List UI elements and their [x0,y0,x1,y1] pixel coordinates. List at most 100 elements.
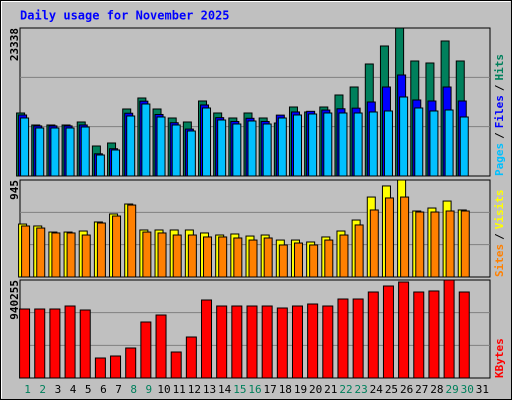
bar [337,298,349,379]
x-tick-label: 19 [294,383,307,396]
x-tick-label: 26 [400,383,413,396]
y-tick-label: 23338 [8,28,21,61]
bar [35,127,45,177]
x-tick-label: 10 [157,383,170,396]
bar [49,308,61,379]
bar [398,281,410,379]
bar [414,107,424,177]
bar [458,291,470,379]
bar [277,117,287,177]
bar [172,234,182,278]
bar [368,111,378,177]
bar [65,127,75,177]
bar [278,244,288,278]
bar [50,127,60,177]
x-tick-label: 18 [279,383,292,396]
bar [19,308,31,379]
x-tick-label: 22 [339,383,352,396]
legend-entry: Pages [493,143,506,176]
bar [400,196,410,278]
bar [96,222,106,278]
bar [203,236,213,278]
bar [126,115,136,177]
x-tick-label: 23 [355,383,368,396]
chart-title: Daily usage for November 2025 [20,9,230,23]
legend-entry: Hits [493,54,506,81]
legend-entry: Files [493,95,506,128]
bar [216,305,228,379]
bar [232,123,242,177]
y-tick-label: 945 [8,180,21,200]
legend: Pages / Files / Hits [493,54,506,176]
legend-separator: / [493,132,506,139]
bar [233,237,243,278]
bar [155,314,167,379]
bar [51,232,61,278]
bar [246,305,258,379]
legend-separator: / [493,233,506,240]
bar [263,237,273,278]
legend-entry: KBytes [493,338,506,378]
bar [445,210,455,278]
bar [218,236,228,278]
bar [415,211,425,278]
bar [247,120,257,177]
bar [276,307,288,379]
bar [170,351,182,379]
x-tick-label: 3 [55,383,62,396]
bar [202,107,212,177]
bar [429,110,439,177]
bar [307,303,319,379]
bar [94,357,106,379]
x-tick-label: 24 [370,383,384,396]
bar [292,114,302,177]
bar [323,112,333,177]
bar [125,347,137,379]
x-tick-label: 6 [100,383,107,396]
x-tick-label: 25 [385,383,398,396]
bar [459,116,469,177]
bar [141,103,151,177]
x-tick-label: 8 [130,383,137,396]
bar [369,209,379,278]
bar [293,242,303,278]
legend-entry: Visits [493,190,506,230]
bar [322,305,334,379]
x-tick-label: 12 [188,383,201,396]
x-tick-label: 29 [445,383,458,396]
bar [309,244,319,278]
bar [338,112,348,177]
bar [21,225,31,278]
x-tick-label: 2 [39,383,46,396]
legend-entry: Sites [493,244,506,277]
bar [428,290,440,379]
bar [95,154,105,177]
x-tick-label: 4 [70,383,77,396]
bar [324,239,334,278]
bar [111,149,121,177]
bar [413,291,425,379]
bar [185,336,197,379]
bar [339,234,349,278]
x-tick-label: 31 [476,383,489,396]
x-tick-label: 16 [248,383,261,396]
bar [460,210,470,278]
bar [142,231,152,278]
x-tick-label: 30 [461,383,474,396]
bar [353,112,363,177]
x-tick-label: 1 [24,383,31,396]
bar [34,308,46,379]
x-tick-label: 27 [415,383,428,396]
bar [81,234,91,278]
bar [444,109,454,177]
x-tick-label: 13 [203,383,216,396]
legend: Sites / Visits [493,190,506,278]
bar [443,279,455,379]
bar [80,126,90,177]
x-tick-label: 21 [324,383,337,396]
x-tick-label: 15 [233,383,246,396]
x-tick-label: 5 [85,383,92,396]
x-tick-label: 14 [218,383,232,396]
